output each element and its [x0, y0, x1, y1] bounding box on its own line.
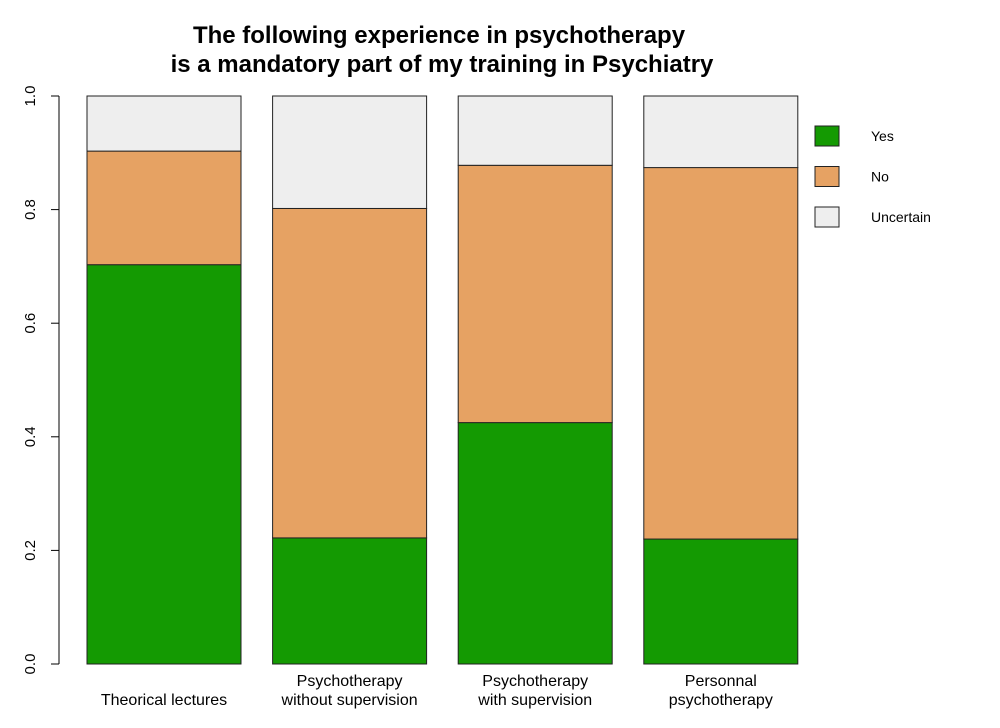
legend-swatch-yes	[814, 125, 840, 147]
y-tick-label: 1.0	[22, 86, 39, 107]
bar-segment-yes-1	[86, 264, 242, 665]
y-tick-label: 0.0	[22, 654, 39, 675]
legend: Yes No Uncertain	[814, 125, 931, 228]
bars	[86, 95, 799, 665]
bar-segment-no-1	[86, 150, 242, 266]
y-tick-label: 0.6	[22, 313, 39, 334]
category-label: Personnal	[685, 673, 757, 690]
legend-swatch-no	[814, 166, 840, 187]
bar-segment-uncertain-2	[272, 95, 428, 209]
category-label: psychotherapy	[669, 692, 773, 709]
legend-label-yes: Yes	[871, 128, 894, 144]
legend-label-no: No	[871, 169, 889, 185]
y-tick-label: 0.4	[22, 426, 39, 447]
category-label: without supervision	[281, 692, 418, 709]
bar-segment-uncertain-3	[457, 95, 613, 166]
legend-swatch-uncertain	[814, 206, 840, 228]
chart-title: The following experience in psychotherap…	[171, 22, 714, 78]
category-label: with supervision	[477, 692, 592, 709]
bar-segment-uncertain-4	[643, 95, 799, 169]
bar-segment-no-2	[272, 207, 428, 539]
bar-segment-yes-3	[457, 422, 613, 665]
y-tick-label: 0.8	[22, 199, 39, 220]
bar-segment-uncertain-1	[86, 95, 242, 152]
bar-segment-yes-4	[643, 538, 799, 665]
y-axis-ticks: 0.0 0.2 0.4 0.6 0.8 1.0	[22, 86, 59, 675]
bar-segment-no-3	[457, 164, 613, 424]
chart-title-line-2: is a mandatory part of my training in Ps…	[171, 51, 714, 78]
legend-label-uncertain: Uncertain	[871, 209, 931, 225]
y-tick-label: 0.2	[22, 540, 39, 561]
category-label: Psychotherapy	[482, 673, 588, 690]
bar-segment-yes-2	[272, 537, 428, 665]
bar-segment-no-4	[643, 167, 799, 540]
category-label: Psychotherapy	[297, 673, 403, 690]
chart-title-line-1: The following experience in psychotherap…	[193, 22, 686, 49]
category-label: Theorical lectures	[101, 692, 227, 709]
category-labels: Theorical lectures Psychotherapy without s…	[101, 673, 773, 709]
